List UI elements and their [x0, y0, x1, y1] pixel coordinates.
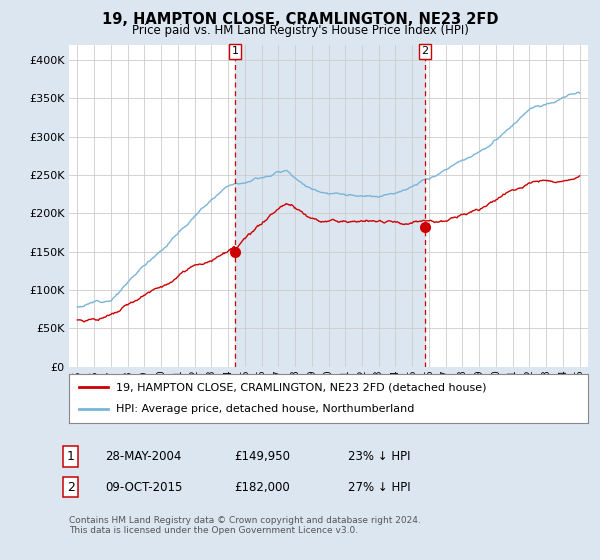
Text: 1: 1	[67, 450, 75, 463]
Text: 27% ↓ HPI: 27% ↓ HPI	[348, 480, 410, 494]
Text: 2: 2	[67, 480, 75, 494]
Text: HPI: Average price, detached house, Northumberland: HPI: Average price, detached house, Nort…	[116, 404, 414, 414]
Text: Contains HM Land Registry data © Crown copyright and database right 2024.: Contains HM Land Registry data © Crown c…	[69, 516, 421, 525]
Text: 19, HAMPTON CLOSE, CRAMLINGTON, NE23 2FD (detached house): 19, HAMPTON CLOSE, CRAMLINGTON, NE23 2FD…	[116, 382, 486, 393]
Text: This data is licensed under the Open Government Licence v3.0.: This data is licensed under the Open Gov…	[69, 526, 358, 535]
Text: 09-OCT-2015: 09-OCT-2015	[105, 480, 182, 494]
Text: 1: 1	[232, 46, 238, 57]
Text: £149,950: £149,950	[234, 450, 290, 463]
Text: £182,000: £182,000	[234, 480, 290, 494]
Text: 23% ↓ HPI: 23% ↓ HPI	[348, 450, 410, 463]
Text: 19, HAMPTON CLOSE, CRAMLINGTON, NE23 2FD: 19, HAMPTON CLOSE, CRAMLINGTON, NE23 2FD	[102, 12, 498, 27]
Text: Price paid vs. HM Land Registry's House Price Index (HPI): Price paid vs. HM Land Registry's House …	[131, 24, 469, 36]
Text: 28-MAY-2004: 28-MAY-2004	[105, 450, 181, 463]
Text: 2: 2	[422, 46, 428, 57]
Bar	[235, 45, 425, 367]
